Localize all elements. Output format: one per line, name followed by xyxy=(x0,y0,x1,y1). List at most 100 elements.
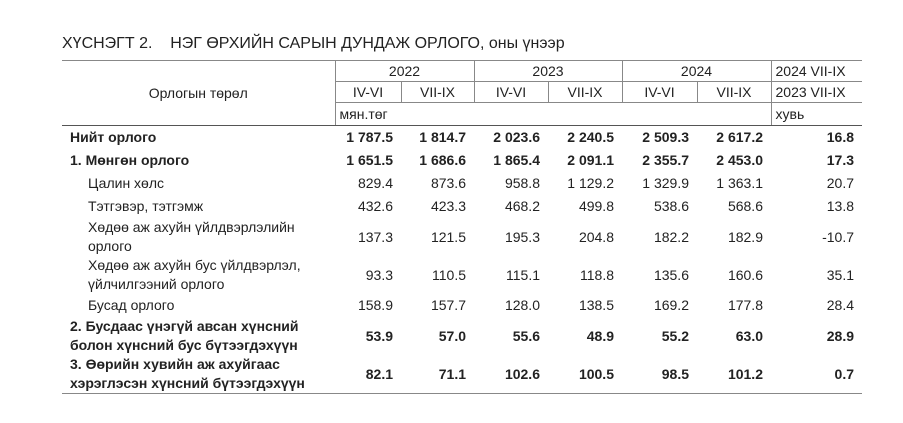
cell-value: 1 686.6 xyxy=(419,152,466,168)
cell-value: 13.8 xyxy=(826,198,854,214)
table-row: Тэтгэвэр, тэтгэмж 432.6 423.3 468.2 499.8 538… xyxy=(62,195,862,218)
year-header: 2023 xyxy=(473,60,622,82)
table-title: ХҮСНЭГТ 2. НЭГ ӨРХИЙН САРЫН ДУНДАЖ ОРЛОГ… xyxy=(62,35,565,52)
cell-value: 102.6 xyxy=(474,355,548,394)
row-label: Цалин хөлс xyxy=(88,175,165,191)
cell-value: 432.6 xyxy=(357,198,393,214)
unit: хувь xyxy=(770,102,862,126)
row-label: 1. Мөнгөн орлого xyxy=(70,152,190,168)
cell-value: 2 509.3 xyxy=(642,129,689,145)
cell-value: 1 865.4 xyxy=(493,152,540,168)
cell-value: 182.2 xyxy=(653,228,689,245)
year-header: 2022 xyxy=(334,60,474,82)
cell-value: 423.3 xyxy=(430,198,466,214)
cell-value: 55.2 xyxy=(661,327,689,344)
table-row: Бусад орлого 158.9 157.7 128.0 138.5 169.2 177… xyxy=(62,294,862,317)
cell-value: 158.9 xyxy=(357,297,393,313)
cell-value: 468.2 xyxy=(504,198,540,214)
cell-value: 101.2 xyxy=(697,355,771,394)
cell-value: 28.9 xyxy=(826,327,854,344)
cell-value: 2 453.0 xyxy=(716,152,763,168)
cell-value: 873.6 xyxy=(430,175,466,191)
cell-value: 568.6 xyxy=(727,198,763,214)
period-header: VII-IX xyxy=(547,81,622,103)
cell-value: 121.5 xyxy=(430,228,466,245)
cell-value: 57.0 xyxy=(438,327,466,344)
cell-value: 48.9 xyxy=(586,327,614,344)
cell-value: 137.3 xyxy=(357,228,393,245)
table-row: Хөдөө аж ахуйн бус үйлдвэрлэл, үйлчилгээ… xyxy=(62,256,862,294)
cell-value: 169.2 xyxy=(653,297,689,313)
cell-value: 100.5 xyxy=(548,355,622,394)
cell-value: 55.6 xyxy=(512,327,540,344)
row-label: Хөдөө аж ахуйн үйлдвэрлэлийн орлого xyxy=(88,219,295,254)
cell-value: 115.1 xyxy=(506,266,540,283)
cell-value: 35.1 xyxy=(826,266,854,283)
row-label: Тэтгэвэр, тэтгэмж xyxy=(88,198,204,214)
cell-value: 2 023.6 xyxy=(493,129,540,145)
table-row: Хөдөө аж ахуйн үйлдвэрлэлийн орлого 137.3… xyxy=(62,218,862,256)
cell-value: 98.5 xyxy=(622,355,697,394)
row-label: Нийт орлого xyxy=(70,129,157,145)
period-header: IV-VI xyxy=(334,81,401,103)
cell-value: 1 129.2 xyxy=(567,175,614,191)
table-row: Цалин хөлс 829.4 873.6 958.8 1 129.2 1 329.9 1… xyxy=(62,172,862,195)
cell-value: 2 240.5 xyxy=(567,129,614,145)
cell-value: 16.8 xyxy=(826,129,854,145)
table-body: Нийт орлого 1 787.5 1 814.7 2 023.6 2 240.5 2… xyxy=(62,126,862,394)
change-header: 2024 VII-IX xyxy=(770,60,862,82)
period-header: IV-VI xyxy=(621,81,697,103)
row-label: Бусад орлого xyxy=(88,297,175,313)
cell-value: 128.0 xyxy=(504,297,540,313)
cell-value: 71.1 xyxy=(401,355,474,394)
cell-value: 20.7 xyxy=(826,175,854,191)
cell-value: 829.4 xyxy=(357,175,393,191)
cell-value: 1 787.5 xyxy=(346,129,393,145)
table-row: 3. Өөрийн хувийн аж ахуйгаас хэрэглэсэн … xyxy=(62,355,862,394)
cell-value: 17.3 xyxy=(826,152,854,168)
row-label: Хөдөө аж ахуйн бус үйлдвэрлэл, үйлчилгээ… xyxy=(88,257,301,292)
cell-value: 135.6 xyxy=(653,266,689,283)
cell-value: 538.6 xyxy=(653,198,689,214)
cell-value: 1 814.7 xyxy=(419,129,466,145)
cell-value: 2 617.2 xyxy=(716,129,763,145)
period-row: IV-VI VII-IX IV-VI VII-IX IV-VI VII-IX 2023 VI… xyxy=(62,81,862,103)
cell-value: 82.1 xyxy=(335,355,401,394)
row-label: 2. Бусдаас үнэгүй авсан хүнсний болон хү… xyxy=(70,318,299,353)
cell-value: 182.9 xyxy=(727,228,763,245)
change-header: 2023 VII-IX xyxy=(770,81,862,103)
cell-value: 958.8 xyxy=(504,175,540,191)
cell-value: 118.8 xyxy=(580,266,614,283)
cell-value: 177.8 xyxy=(727,297,763,313)
cell-value: 1 363.1 xyxy=(716,175,763,191)
cell-value: 2 091.1 xyxy=(567,152,614,168)
cell-value: 93.3 xyxy=(365,266,393,283)
period-header: VII-IX xyxy=(696,81,771,103)
table-row: 2. Бусдаас үнэгүй авсан хүнсний болон хү… xyxy=(62,317,862,355)
period-header: VII-IX xyxy=(400,81,474,103)
row-label: 3. Өөрийн хувийн аж ахуйгаас хэрэглэсэн … xyxy=(62,355,335,394)
cell-value: 1 329.9 xyxy=(642,175,689,191)
period-header: IV-VI xyxy=(473,81,548,103)
cell-value: 157.7 xyxy=(430,297,466,313)
label-header: Орлогын төрөл xyxy=(62,60,335,126)
cell-value: 53.9 xyxy=(365,327,393,344)
cell-value: 110.5 xyxy=(432,266,466,283)
cell-value: 160.6 xyxy=(727,266,763,283)
cell-value: 1 651.5 xyxy=(346,152,393,168)
year-header: 2024 xyxy=(621,60,771,82)
cell-value: -10.7 xyxy=(822,228,854,245)
cell-value: 0.7 xyxy=(771,355,862,394)
cell-value: 195.3 xyxy=(504,228,540,245)
cell-value: 204.8 xyxy=(578,228,614,245)
cell-value: 138.5 xyxy=(578,297,614,313)
cell-value: 63.0 xyxy=(735,327,763,344)
table-row: Нийт орлого 1 787.5 1 814.7 2 023.6 2 240.5 2… xyxy=(62,126,862,150)
table-row: 1. Мөнгөн орлого 1 651.5 1 686.6 1 865.4 2 0… xyxy=(62,149,862,172)
cell-value: 2 355.7 xyxy=(642,152,689,168)
cell-value: 28.4 xyxy=(826,297,854,313)
income-table: Орлогын төрөл 2022 2023 2024 2024 VII-IX… xyxy=(62,60,862,394)
cell-value: 499.8 xyxy=(578,198,614,214)
unit: мян.төг xyxy=(334,102,771,126)
